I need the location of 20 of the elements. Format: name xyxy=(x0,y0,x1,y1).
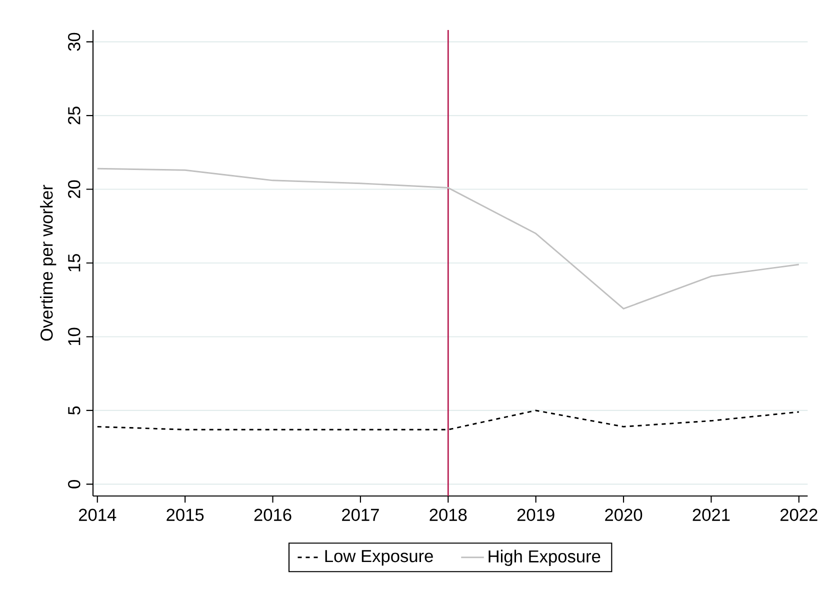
y-tick-label: 5 xyxy=(68,406,80,415)
y-tick-label: 30 xyxy=(68,32,80,51)
x-tick-label: 2015 xyxy=(166,508,204,521)
y-tick-label: 15 xyxy=(68,254,80,272)
x-tick-label: 2020 xyxy=(605,508,642,521)
legend-label: Low Exposure xyxy=(325,550,433,566)
x-tick-label: 2016 xyxy=(254,508,292,521)
y-tick-label: 20 xyxy=(68,180,80,198)
x-tick-label: 2017 xyxy=(342,508,379,521)
y-tick-label: 0 xyxy=(68,480,80,488)
legend-label: High Exposure xyxy=(488,550,600,566)
y-tick-label: 25 xyxy=(68,106,80,124)
x-tick-label: 2014 xyxy=(78,508,116,521)
y-axis-title: Overtime per worker xyxy=(40,184,56,341)
x-tick-label: 2019 xyxy=(517,508,554,521)
x-tick-label: 2018 xyxy=(430,508,467,521)
x-tick-label: 2022 xyxy=(780,508,818,521)
line-series xyxy=(96,168,800,310)
y-tick-label: 10 xyxy=(68,328,80,346)
x-tick-label: 2021 xyxy=(692,508,730,521)
